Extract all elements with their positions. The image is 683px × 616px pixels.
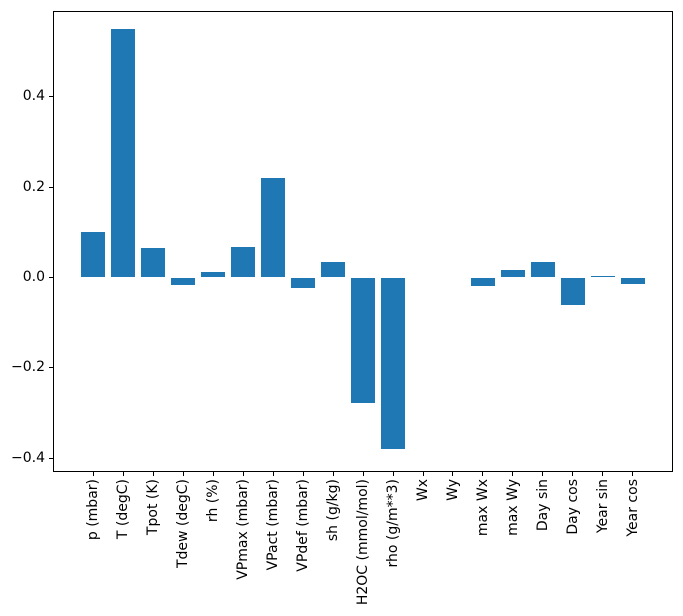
x-axis-tick: [362, 472, 364, 476]
x-tick-label-tdew-degc: Tdew (degC): [175, 479, 192, 569]
x-tick-label-t-degc: T (degC): [115, 479, 132, 540]
x-tick-label-year-cos: Year cos: [624, 479, 641, 537]
x-axis-tick: [272, 472, 274, 476]
x-axis-tick: [212, 472, 214, 476]
x-tick-label-year-sin: Year sin: [594, 479, 611, 534]
bar-rho-g-m-3: [381, 277, 405, 450]
x-axis-tick: [452, 472, 454, 476]
x-axis-tick: [182, 472, 184, 476]
x-tick-label-day-cos: Day cos: [564, 479, 581, 535]
x-axis-tick: [302, 472, 304, 476]
bar-h2oc-mmol-mol: [351, 277, 375, 404]
y-axis-tick: [49, 457, 53, 459]
x-tick-label-max-wy: max Wy: [504, 479, 521, 536]
x-axis-tick: [602, 472, 604, 476]
x-tick-label-vpmax-mbar: VPmax (mbar): [235, 479, 252, 580]
y-tick-label: 0.0: [22, 269, 45, 285]
x-tick-label-day-sin: Day sin: [534, 479, 551, 532]
x-tick-label-h2oc-mmol-mol: H2OC (mmol/mol): [355, 479, 371, 606]
bar-rh: [201, 272, 226, 278]
x-axis-tick: [152, 472, 154, 476]
bar-year-cos: [620, 277, 645, 285]
x-axis-tick: [422, 472, 424, 476]
x-axis-tick: [122, 472, 124, 476]
x-axis-tick: [542, 472, 544, 476]
plot-area: [53, 11, 673, 472]
bar-p-mbar: [81, 232, 106, 278]
bar-vpmax-mbar: [231, 246, 256, 278]
y-axis-tick: [49, 367, 53, 369]
x-tick-label-tpot-k: Tpot (K): [145, 479, 162, 536]
x-axis-tick: [92, 472, 94, 476]
bar-max-wx: [470, 277, 495, 287]
y-tick-label: −0.4: [11, 449, 45, 466]
y-axis-tick: [49, 96, 53, 97]
y-tick-label: 0.4: [22, 88, 45, 104]
x-tick-label-wy: Wy: [444, 479, 461, 501]
bar-tdew-degc: [171, 277, 196, 286]
y-tick-label: 0.2: [22, 178, 45, 195]
x-axis-tick: [332, 472, 334, 476]
bar-vpact-mbar: [261, 177, 286, 278]
y-axis-tick: [49, 186, 53, 188]
bar-tpot-k: [141, 248, 166, 278]
x-axis-tick: [482, 472, 484, 476]
x-tick-label-p-mbar: p (mbar): [85, 479, 102, 541]
bar-t-degc: [111, 28, 136, 278]
x-axis-tick: [512, 472, 514, 476]
x-tick-label-vpdef-mbar: VPdef (mbar): [295, 479, 311, 572]
x-tick-label-rho-g-m-3: rho (g/m**3): [385, 479, 401, 568]
x-axis-tick: [572, 472, 574, 476]
y-tick-label: −0.2: [11, 359, 45, 376]
x-axis-tick: [632, 472, 634, 476]
x-axis-tick: [242, 472, 244, 476]
bar-vpdef-mbar: [291, 277, 315, 289]
bar-max-wy: [500, 269, 525, 278]
bar-day-cos: [560, 277, 585, 306]
x-tick-label-rh: rh (%): [205, 479, 222, 523]
bar-day-sin: [530, 261, 555, 278]
x-tick-label-max-wx: max Wx: [474, 479, 491, 537]
bar-year-sin: [590, 275, 615, 278]
x-axis-tick: [392, 472, 394, 476]
bar-sh-g-kg: [321, 262, 345, 278]
x-tick-label-wx: Wx: [415, 479, 431, 502]
x-tick-label-sh-g-kg: sh (g/kg): [325, 479, 341, 542]
x-tick-label-vpact-mbar: VPact (mbar): [265, 479, 282, 571]
y-axis-tick: [49, 277, 53, 278]
